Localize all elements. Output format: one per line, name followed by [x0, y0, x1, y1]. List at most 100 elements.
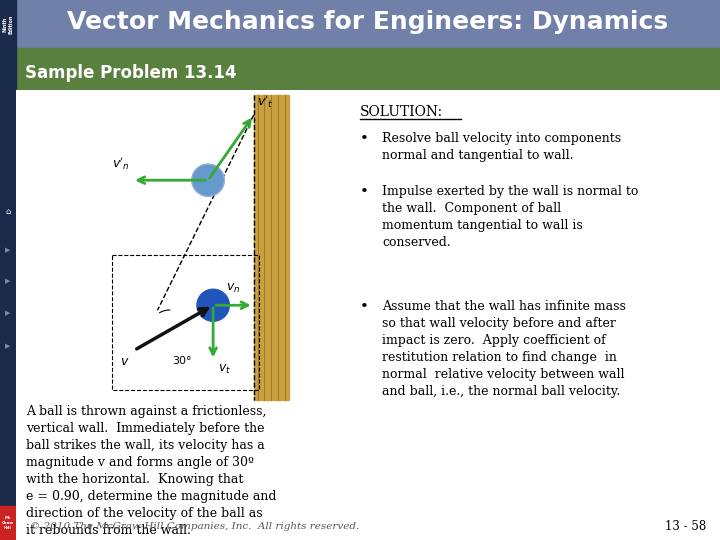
Bar	[0, 54, 720, 55]
Text: Ninth
Edition: Ninth Edition	[2, 15, 14, 35]
Bar	[0, 54, 720, 55]
Bar	[0, 54, 720, 55]
Text: the wall.  Component of ball: the wall. Component of ball	[382, 202, 561, 215]
Bar	[112, 255, 258, 390]
Bar	[0, 54, 720, 55]
Text: •: •	[360, 185, 369, 199]
Bar	[0, 54, 720, 55]
Bar	[0, 54, 720, 55]
Bar	[0, 54, 720, 55]
Bar	[0, 54, 720, 55]
Text: Resolve ball velocity into components: Resolve ball velocity into components	[382, 132, 621, 145]
Text: normal  relative velocity between wall: normal relative velocity between wall	[382, 368, 624, 381]
Text: ▶: ▶	[5, 310, 11, 316]
Circle shape	[197, 289, 229, 321]
Bar	[0, 54, 720, 55]
Text: $v'_n$: $v'_n$	[112, 156, 130, 172]
Bar	[0, 54, 720, 55]
Text: it rebounds from the wall.: it rebounds from the wall.	[26, 524, 191, 537]
Bar	[0, 55, 16, 90]
Text: ball strikes the wall, its velocity has a: ball strikes the wall, its velocity has …	[26, 439, 265, 453]
Text: $v'_t$: $v'_t$	[256, 93, 273, 110]
Text: A ball is thrown against a frictionless,: A ball is thrown against a frictionless,	[26, 405, 266, 418]
Bar	[0, 54, 720, 55]
Bar	[0, 54, 720, 55]
Bar	[0, 49, 720, 55]
Bar	[0, 54, 720, 55]
Bar	[0, 54, 720, 55]
Bar	[0, 54, 720, 55]
Bar	[0, 54, 720, 55]
Text: momentum tangential to wall is: momentum tangential to wall is	[382, 219, 582, 232]
Bar	[0, 54, 720, 55]
Bar	[0, 54, 720, 55]
Bar	[0, 54, 720, 55]
Bar	[0, 54, 720, 55]
Text: $v_t$: $v_t$	[218, 363, 231, 376]
Text: SOLUTION:: SOLUTION:	[360, 105, 443, 119]
Text: and ball, i.e., the normal ball velocity.: and ball, i.e., the normal ball velocity…	[382, 385, 621, 399]
Bar	[0, 54, 720, 55]
Bar	[0, 54, 720, 55]
Text: direction of the velocity of the ball as: direction of the velocity of the ball as	[26, 507, 263, 521]
Bar	[0, 54, 720, 55]
Text: $v$: $v$	[120, 355, 129, 368]
Bar	[0, 54, 720, 55]
Text: ⌂: ⌂	[5, 207, 11, 216]
Bar	[0, 54, 720, 55]
Bar	[0, 54, 720, 55]
Text: Assume that the wall has infinite mass: Assume that the wall has infinite mass	[382, 300, 626, 313]
Bar	[0, 54, 720, 55]
Text: conserved.: conserved.	[382, 236, 451, 249]
Text: e = 0.90, determine the magnitude and: e = 0.90, determine the magnitude and	[26, 490, 276, 503]
Bar	[0, 54, 720, 55]
Text: magnitude v and forms angle of 30º: magnitude v and forms angle of 30º	[26, 456, 254, 469]
Bar	[0, 54, 720, 55]
Text: $v_n$: $v_n$	[226, 282, 240, 295]
Bar	[0, 54, 720, 55]
Bar	[0, 54, 720, 55]
Text: with the horizontal.  Knowing that: with the horizontal. Knowing that	[26, 473, 243, 487]
Bar	[0, 54, 720, 55]
Bar	[0, 54, 720, 55]
Text: Impulse exerted by the wall is normal to: Impulse exerted by the wall is normal to	[382, 185, 639, 198]
Text: so that wall velocity before and after: so that wall velocity before and after	[382, 317, 616, 330]
Text: 30°: 30°	[172, 356, 192, 366]
Bar	[0, 54, 720, 55]
Bar	[0, 54, 720, 55]
Text: Mc
Graw
Hill: Mc Graw Hill	[2, 516, 14, 530]
Bar	[0, 54, 720, 55]
Bar	[0, 507, 16, 540]
Text: 13 - 58: 13 - 58	[665, 520, 706, 533]
Bar	[0, 54, 720, 55]
Bar	[0, 54, 720, 55]
Bar	[0, 0, 16, 55]
Bar	[0, 54, 720, 55]
Bar	[0, 54, 720, 55]
Text: restitution relation to find change  in: restitution relation to find change in	[382, 351, 617, 364]
Text: ▶: ▶	[5, 247, 11, 253]
Text: •: •	[360, 132, 369, 146]
Bar	[0, 54, 720, 55]
Text: ▶: ▶	[5, 278, 11, 285]
Text: normal and tangential to wall.: normal and tangential to wall.	[382, 149, 574, 162]
Bar	[0, 54, 720, 55]
Bar	[0, 54, 720, 55]
Bar	[253, 95, 289, 400]
Circle shape	[192, 164, 224, 196]
Bar	[0, 54, 720, 55]
Text: Vector Mechanics for Engineers: Dynamics: Vector Mechanics for Engineers: Dynamics	[67, 10, 667, 34]
Bar	[0, 54, 720, 55]
Bar	[0, 54, 720, 55]
Text: impact is zero.  Apply coefficient of: impact is zero. Apply coefficient of	[382, 334, 606, 347]
Text: •: •	[360, 300, 369, 314]
Bar	[0, 54, 720, 55]
Bar	[0, 54, 720, 55]
Text: © 2010 The McGraw-Hill Companies, Inc.  All rights reserved.: © 2010 The McGraw-Hill Companies, Inc. A…	[30, 522, 359, 531]
Bar	[0, 54, 720, 55]
Text: vertical wall.  Immediately before the: vertical wall. Immediately before the	[26, 422, 264, 435]
Text: Sample Problem 13.14: Sample Problem 13.14	[25, 64, 237, 82]
Bar	[0, 54, 720, 55]
Bar	[0, 54, 720, 55]
Text: ▶: ▶	[5, 343, 11, 349]
